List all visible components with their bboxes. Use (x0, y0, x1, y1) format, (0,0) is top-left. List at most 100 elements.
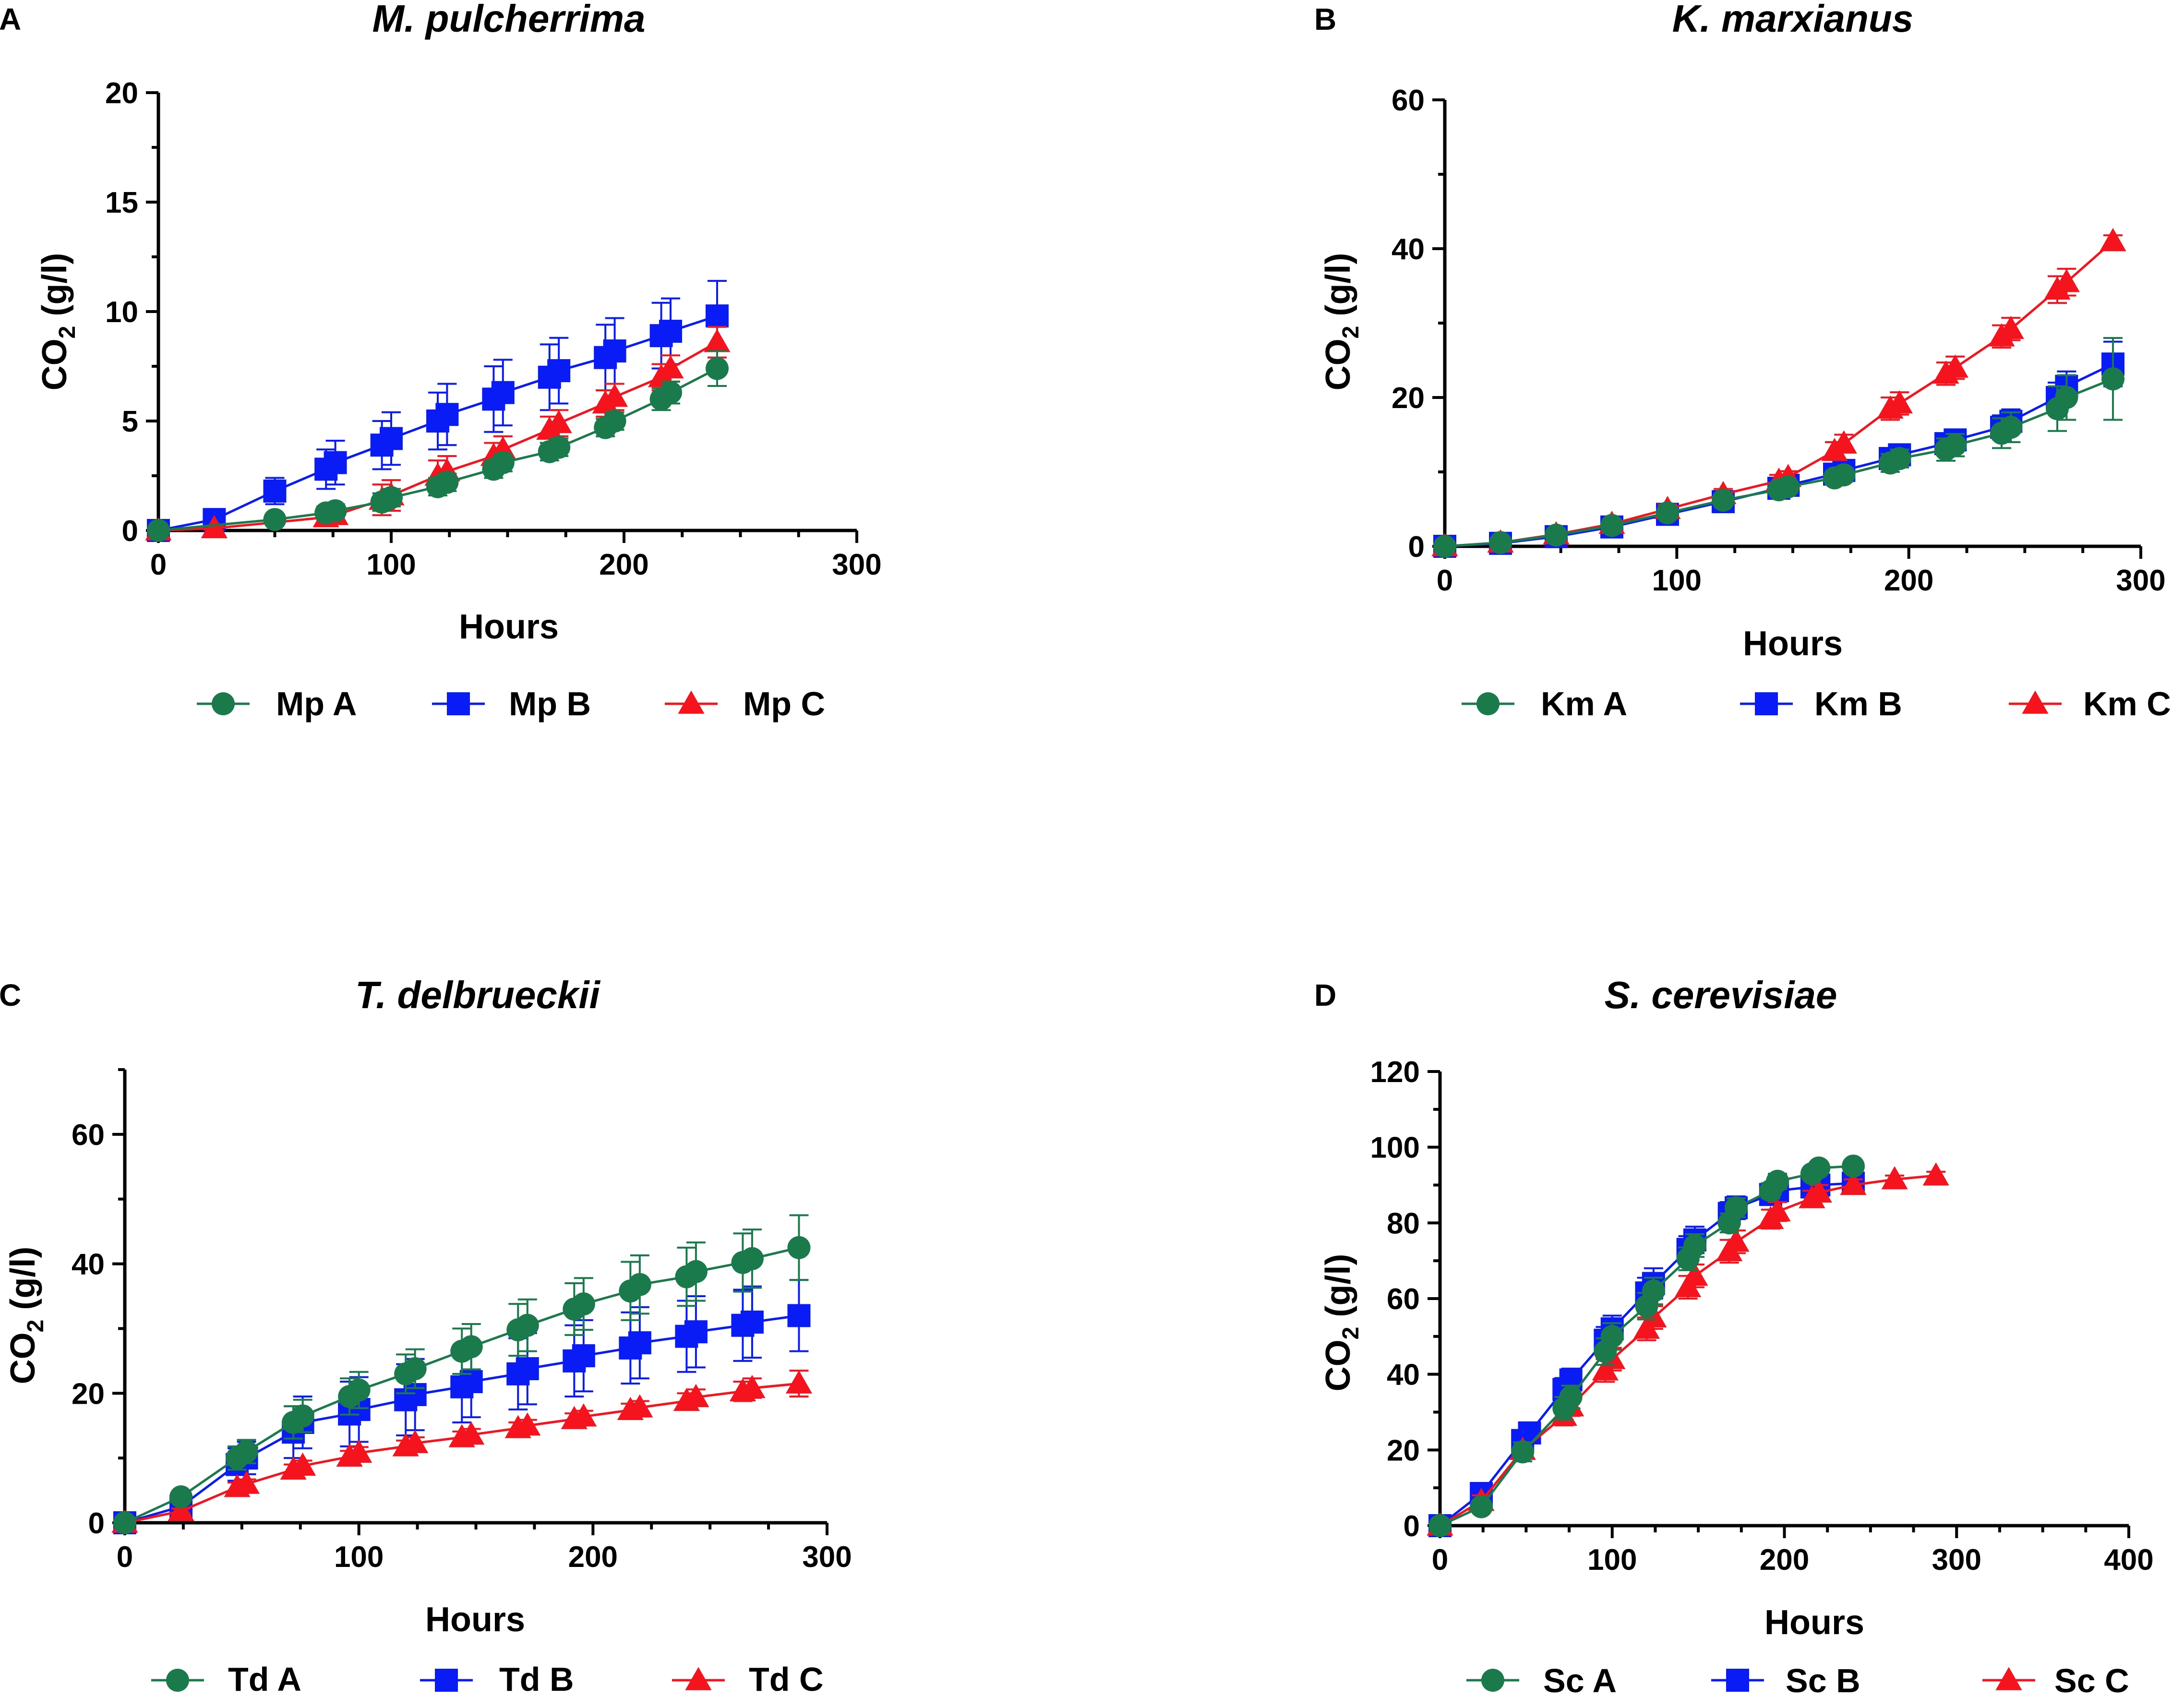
legend-marker (685, 1667, 712, 1690)
x-tick-label: 100 (1652, 564, 1702, 597)
data-point (235, 1440, 258, 1463)
series-b (1433, 340, 2124, 558)
data-point (147, 519, 170, 542)
data-point (403, 1357, 427, 1381)
legend-item-a: Td A (151, 1661, 301, 1698)
legend-marker (447, 692, 470, 715)
data-point (1776, 475, 1800, 498)
y-tick-label: 0 (122, 515, 138, 548)
x-tick-label: 0 (150, 548, 167, 581)
y-tick-label: 60 (1392, 84, 1425, 117)
legend-label: Sc C (2054, 1662, 2129, 1698)
data-point (491, 451, 515, 474)
legend-marker (1755, 692, 1778, 715)
data-point (1723, 1228, 1750, 1252)
y-title-main: CO (4, 1332, 42, 1384)
series-layer (145, 280, 731, 542)
legend-label: Mp C (743, 685, 825, 723)
data-point (113, 1511, 136, 1534)
y-tick-label: 20 (105, 77, 138, 110)
x-tick-label: 100 (334, 1541, 384, 1574)
series-b (1428, 1171, 1865, 1537)
data-point (1805, 1179, 1832, 1203)
data-point (1842, 1155, 1865, 1178)
data-point (1766, 1169, 1789, 1193)
panel-d: D S. cerevisiae Hours CO2 (g/l) 02040608… (1314, 974, 2154, 1698)
data-point (684, 1320, 708, 1344)
chart-title: T. delbrueckii (355, 974, 601, 1016)
y-tick-label: 80 (1387, 1207, 1420, 1240)
data-point (402, 1430, 429, 1453)
data-point (740, 1310, 764, 1334)
data-point (1830, 430, 1857, 454)
data-point (1725, 1196, 1748, 1219)
series-line (1439, 1174, 1936, 1527)
x-tick-label: 200 (1884, 564, 1933, 597)
y-tick-label: 0 (1404, 1510, 1420, 1543)
y-title-tail: (g/l) (1319, 1254, 1357, 1327)
data-point (435, 470, 459, 494)
y-tick-label: 100 (1370, 1132, 1420, 1165)
legend-marker (1995, 1667, 2022, 1690)
data-point (628, 1273, 651, 1296)
legend-item-b: Td B (420, 1661, 574, 1698)
x-tick-label: 300 (802, 1541, 852, 1574)
series-line (1444, 363, 2114, 548)
y-tick-label: 20 (1392, 382, 1425, 415)
chart-title: M. pulcherrima (372, 0, 645, 40)
y-title-main: CO (1319, 1339, 1357, 1391)
legend-item-c: Sc C (1982, 1662, 2129, 1698)
x-tick-label: 300 (1932, 1543, 1981, 1577)
data-point (739, 1374, 766, 1398)
data-point (347, 1378, 371, 1402)
legend-label: Td B (499, 1661, 574, 1698)
series-c (1427, 1162, 1949, 1536)
legend-item-a: Sc A (1466, 1662, 1617, 1698)
data-point (1807, 1156, 1831, 1180)
data-point (435, 403, 459, 426)
panel-letter: C (0, 978, 21, 1012)
data-point (324, 499, 347, 522)
data-point (570, 1403, 597, 1427)
data-point (628, 1331, 651, 1355)
y-title-sub: 2 (55, 326, 80, 339)
legend: Mp A Mp B Mp C (197, 685, 825, 723)
data-point (572, 1344, 595, 1368)
data-point (706, 304, 729, 328)
data-point (2055, 386, 2078, 409)
data-point (706, 357, 729, 380)
data-point (1888, 447, 1911, 470)
data-point (626, 1394, 653, 1418)
data-point (380, 486, 403, 509)
legend-item-c: Km C (2009, 685, 2171, 723)
data-point (545, 409, 572, 434)
y-axis-title: CO2 (g/l) (36, 253, 80, 391)
data-point (1642, 1279, 1665, 1303)
data-point (740, 1247, 764, 1270)
x-tick-label: 300 (2116, 564, 2165, 597)
ticks-layer: 0 20 40 60 80 100 120 0 100 200 300 400 (1370, 1056, 2154, 1577)
data-point (785, 1370, 813, 1394)
series-b (147, 280, 729, 542)
data-point (659, 320, 682, 343)
data-point (1764, 1198, 1791, 1222)
data-point (1656, 501, 1679, 525)
legend-label: Sc B (1786, 1662, 1860, 1698)
y-tick-label: 40 (72, 1248, 105, 1281)
series-a (113, 1214, 811, 1534)
data-point (659, 381, 682, 404)
data-point (1881, 1166, 1908, 1190)
data-point (657, 355, 684, 379)
series-layer (1427, 1155, 1949, 1537)
legend-label: Mp A (276, 685, 357, 723)
x-tick-label: 0 (1437, 564, 1453, 597)
legend: Sc A Sc B Sc C (1466, 1662, 2129, 1698)
data-point (1470, 1495, 1493, 1518)
panel-letter: D (1314, 978, 1336, 1012)
data-point (1922, 1162, 1949, 1186)
legend-label: Km A (1541, 685, 1627, 723)
ticks-layer: 0 20 40 60 0 100 200 300 (72, 1068, 852, 1574)
data-point (169, 1485, 193, 1509)
y-tick-label: 120 (1370, 1056, 1420, 1089)
x-tick-label: 0 (117, 1541, 133, 1574)
